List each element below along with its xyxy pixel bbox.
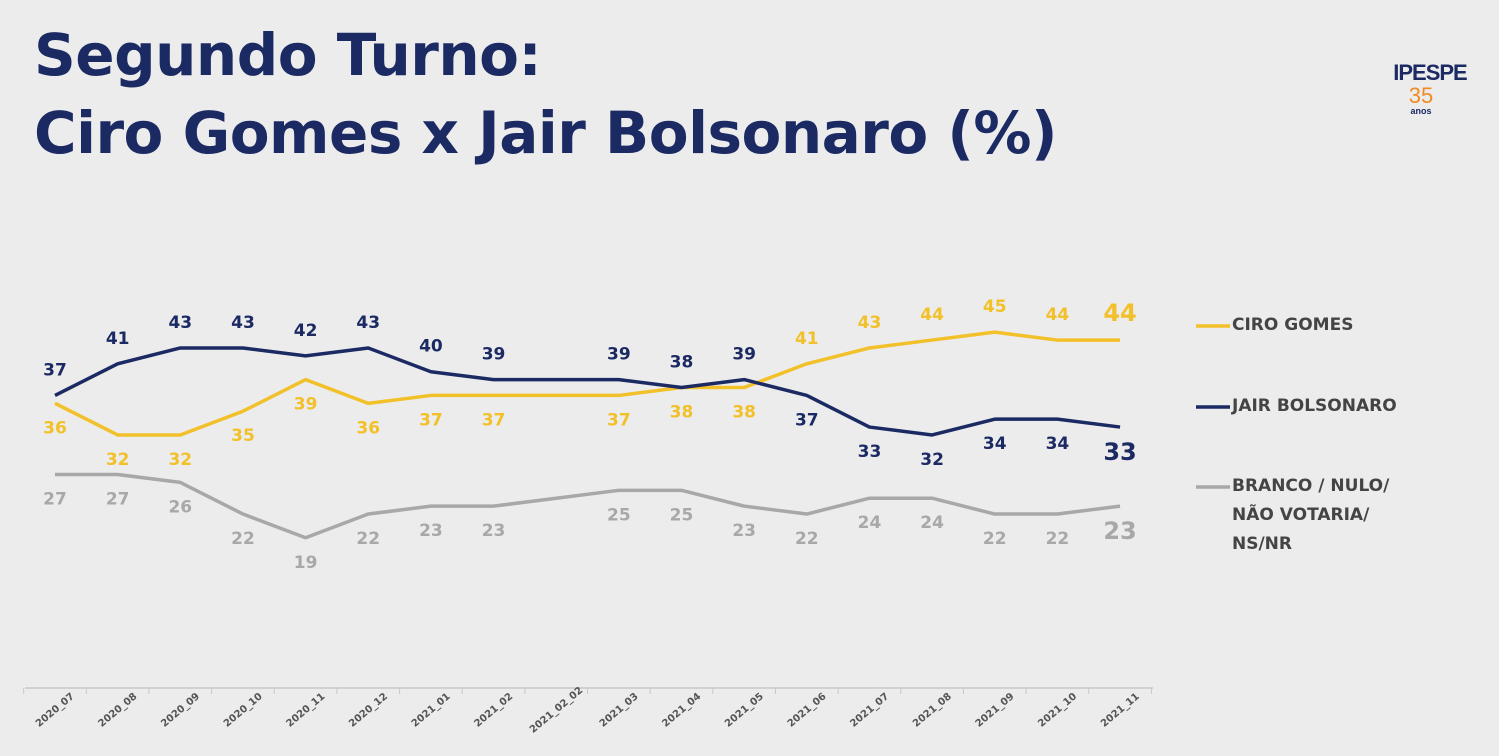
x-tick-label: 2021_03 (598, 691, 641, 730)
data-label: 23 (732, 521, 756, 541)
data-label: 38 (732, 403, 756, 423)
x-tick-label: 2021_02_02 (528, 685, 585, 736)
x-tick-label: 2021_06 (786, 691, 829, 730)
data-label: 25 (670, 505, 694, 525)
data-label: 45 (983, 297, 1007, 317)
data-label: 39 (482, 345, 506, 365)
series-line (54, 330, 1121, 437)
x-tick-label: 2021_10 (1036, 691, 1079, 730)
x-tick-label: 2021_07 (848, 691, 891, 730)
data-label: 22 (356, 529, 380, 549)
data-label: 37 (607, 410, 631, 430)
data-label: 44 (920, 305, 944, 325)
data-label: 43 (231, 313, 255, 333)
data-label: 43 (858, 313, 882, 333)
data-label: 34 (983, 434, 1007, 454)
data-label: 32 (168, 450, 192, 470)
legend-label: CIRO GOMES (1232, 315, 1354, 335)
series-line (55, 472, 1121, 540)
x-tick-label: 2020_12 (347, 691, 390, 730)
data-label: 39 (607, 345, 631, 365)
data-label: 22 (795, 529, 819, 549)
data-label: 39 (732, 345, 756, 365)
data-label: 22 (983, 529, 1007, 549)
x-tick-label: 2021_05 (723, 691, 766, 730)
x-tick-label: 2021_04 (660, 691, 703, 730)
data-label: 24 (858, 513, 882, 533)
data-label: 19 (294, 553, 318, 573)
data-label: 23 (1103, 517, 1136, 545)
logo-name: IPESPE (1393, 60, 1467, 85)
logo-caption: anos (1410, 106, 1432, 116)
x-tick-label: 2021_02 (472, 691, 515, 730)
data-label: 40 (419, 337, 443, 357)
x-tick-label: 2021_08 (911, 691, 954, 730)
x-tick-label: 2021_01 (410, 691, 453, 730)
data-label: 44 (1103, 299, 1136, 327)
x-tick-label: 2020_08 (97, 691, 140, 730)
data-label: 43 (168, 313, 192, 333)
logo-years: 35 (1408, 83, 1434, 108)
data-label: 23 (482, 521, 506, 541)
data-label: 25 (607, 505, 631, 525)
data-label: 32 (920, 450, 944, 470)
data-label: 36 (43, 418, 67, 438)
data-label: 36 (356, 418, 380, 438)
x-tick-label: 2020_09 (159, 691, 202, 730)
data-label: 24 (920, 513, 944, 533)
data-label: 37 (482, 410, 506, 430)
data-label: 38 (670, 403, 694, 423)
data-label: 27 (43, 490, 67, 510)
data-label: 22 (1046, 529, 1070, 549)
data-label: 37 (43, 360, 67, 380)
data-label: 37 (419, 410, 443, 430)
data-label: 41 (795, 329, 819, 349)
series-line (54, 346, 1121, 437)
data-label: 23 (419, 521, 443, 541)
data-label: 27 (106, 490, 130, 510)
data-label: 35 (231, 426, 255, 446)
x-tick-label: 2021_09 (974, 691, 1017, 730)
x-tick-label: 2020_11 (284, 691, 327, 730)
data-label: 33 (1103, 438, 1136, 466)
data-label: 32 (106, 450, 130, 470)
data-label: 34 (1046, 434, 1070, 454)
legend-label: BRANCO / NULO/ NÃO VOTARIA/ NS/NR (1232, 476, 1390, 554)
data-label: 33 (858, 442, 882, 462)
logo: IPESPE 35 anos (1385, 30, 1475, 116)
data-label: 39 (294, 395, 318, 415)
legend-label: JAIR BOLSONARO (1232, 396, 1397, 416)
data-label: 41 (106, 329, 130, 349)
data-label: 42 (294, 321, 318, 341)
data-label: 43 (356, 313, 380, 333)
data-label: 26 (168, 497, 192, 517)
data-label: 22 (231, 529, 255, 549)
x-tick-label: 2020_07 (34, 691, 77, 730)
chart-title: Segundo Turno: Ciro Gomes x Jair Bolsona… (34, 21, 1058, 167)
data-label: 37 (795, 410, 819, 430)
data-label: 44 (1046, 305, 1070, 325)
x-tick-label: 2020_10 (222, 691, 265, 730)
data-label: 38 (670, 353, 694, 373)
x-tick-label: 2021_11 (1099, 691, 1142, 730)
